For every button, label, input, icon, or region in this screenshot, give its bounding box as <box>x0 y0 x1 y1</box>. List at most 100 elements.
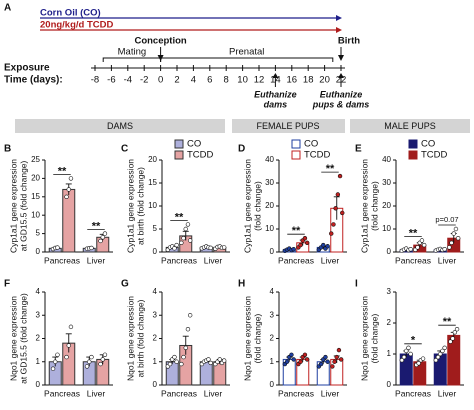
data-point <box>321 242 326 248</box>
data-point <box>98 361 103 367</box>
treatment-label: 20ng/kg/d TCDD <box>40 20 114 31</box>
y-tick-label: 3 <box>36 310 41 319</box>
x-tick-label: Liver <box>321 255 340 265</box>
y-tick-label: 1 <box>153 357 158 366</box>
y-tick-label: 30 <box>382 178 391 187</box>
data-point <box>66 343 71 348</box>
data-point <box>55 352 60 357</box>
arrow-head <box>272 73 279 78</box>
data-point <box>336 347 342 353</box>
significance-label: ** <box>409 227 418 239</box>
tick-label: 20 <box>319 75 330 86</box>
event-label: dams <box>264 99 288 109</box>
data-point <box>325 359 330 364</box>
y-tick-label: 0 <box>270 247 275 256</box>
y-axis-label: Cyp1a1 gene expression <box>242 159 252 253</box>
legend-swatch <box>291 150 301 160</box>
y-tick-label: 0 <box>153 247 158 256</box>
y-tick-label: 15 <box>148 178 157 187</box>
data-point <box>302 236 308 241</box>
y-axis-label: Cyp1a1 gene expression <box>125 159 135 253</box>
panel-label: H <box>238 279 245 290</box>
data-point <box>455 236 461 241</box>
data-point <box>304 240 310 246</box>
data-point <box>416 361 421 366</box>
data-point <box>330 364 335 369</box>
significance-label: p=0.07 <box>435 215 458 224</box>
data-point <box>335 192 341 197</box>
data-point <box>325 244 330 249</box>
panel-label: C <box>121 144 128 155</box>
x-tick-label: Pancreas <box>395 255 431 265</box>
data-point <box>100 235 105 240</box>
y-tick-label: 25 <box>31 155 40 164</box>
data-point <box>84 364 90 369</box>
data-point <box>208 360 213 366</box>
y-tick-label: 0 <box>387 380 392 389</box>
x-tick-label: Pancreas <box>395 388 431 398</box>
tick-label: 4 <box>191 75 196 86</box>
y-tick-label: 4 <box>36 287 41 296</box>
y-axis-label: at birth (fold change) <box>135 299 145 377</box>
bar <box>62 188 76 253</box>
y-axis-label: at GD15.5 (fold change) <box>18 293 28 384</box>
y-tick-label: 20 <box>148 155 157 164</box>
tick-label: 18 <box>303 75 314 86</box>
data-point <box>183 345 188 350</box>
x-tick-label: Pancreas <box>161 388 197 398</box>
y-axis-label: (fold change) <box>252 181 262 231</box>
significance-label: * <box>411 335 416 347</box>
y-tick-label: 20 <box>31 174 40 183</box>
data-point <box>68 176 74 181</box>
y-tick-label: 20 <box>382 201 391 210</box>
data-point <box>179 361 184 367</box>
y-axis-label: Nqo1 gene expression <box>242 296 252 381</box>
panel-label: D <box>238 144 245 155</box>
data-point <box>340 210 345 216</box>
group-header: MALE PUPS <box>384 121 436 131</box>
data-point <box>442 345 447 350</box>
y-tick-label: 2 <box>270 334 275 343</box>
tick-label: -2 <box>140 75 148 86</box>
data-point <box>167 361 173 367</box>
y-tick-label: 1 <box>36 357 41 366</box>
tick-label: -4 <box>124 75 132 86</box>
data-point <box>50 366 56 371</box>
data-point <box>187 238 193 243</box>
data-point <box>102 231 108 236</box>
x-tick-label: Liver <box>438 255 457 265</box>
data-point <box>302 352 308 357</box>
y-tick-label: 0 <box>36 247 41 256</box>
y-tick-label: 10 <box>382 224 391 233</box>
y-tick-label: 0 <box>270 380 275 389</box>
data-point <box>98 238 103 244</box>
event-label: Euthanize <box>320 89 363 99</box>
data-point <box>401 354 407 360</box>
legend-label: TCDD <box>421 150 448 161</box>
arrow-head <box>336 15 342 21</box>
error-bar <box>182 230 189 241</box>
tick-label: 2 <box>174 75 179 86</box>
y-axis-label: at birth (fold change) <box>135 167 145 245</box>
tick-label: 8 <box>224 75 229 86</box>
legend-label: CO <box>304 139 318 150</box>
data-point <box>404 348 409 354</box>
data-point <box>450 336 455 341</box>
y-tick-label: 30 <box>265 178 274 187</box>
y-axis-label: Cyp1a1 gene expression <box>8 159 18 253</box>
data-point <box>64 194 69 200</box>
data-point <box>298 242 303 248</box>
y-axis-label: Nqo1 gene expression <box>125 296 135 381</box>
data-point <box>447 245 452 250</box>
group-header-bar <box>15 119 225 133</box>
data-point <box>440 348 445 354</box>
data-point <box>451 231 456 236</box>
event-label: Conception <box>134 36 186 47</box>
arrow-head <box>157 55 164 61</box>
legend-swatch <box>408 150 418 160</box>
data-point <box>66 187 71 192</box>
y-axis-label: Nqo1 gene expression <box>359 296 369 381</box>
panel-label: A <box>4 3 11 14</box>
y-tick-label: 0 <box>387 247 392 256</box>
